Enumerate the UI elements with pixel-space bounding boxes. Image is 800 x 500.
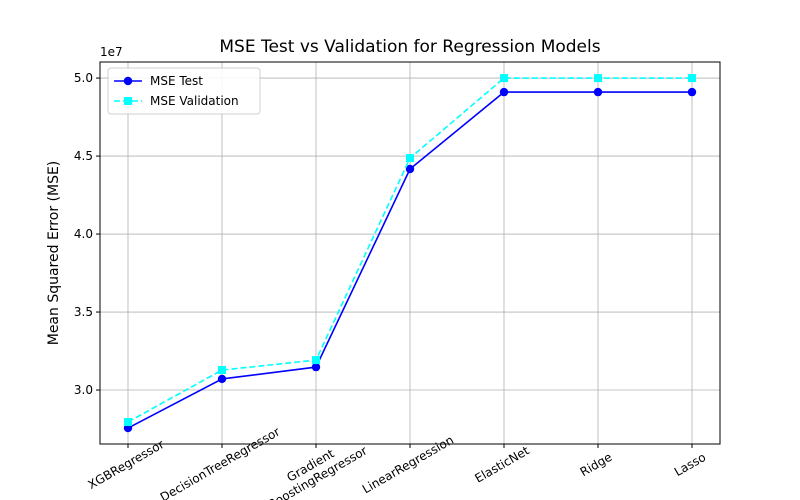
legend-label: MSE Validation bbox=[150, 94, 239, 108]
x-tick-label: LinearRegression bbox=[360, 433, 456, 497]
y-tick-label: 3.5 bbox=[74, 305, 93, 319]
marker bbox=[405, 164, 415, 174]
marker bbox=[687, 87, 697, 97]
y-tick-label: 3.0 bbox=[74, 383, 93, 397]
y-axis-label: Mean Squared Error (MSE) bbox=[46, 161, 62, 346]
y-tick-label: 4.5 bbox=[74, 149, 93, 163]
x-tick-label: Lasso bbox=[672, 450, 708, 479]
marker bbox=[406, 154, 414, 163]
x-tick-label: ElasticNet bbox=[472, 443, 531, 485]
chart-title: MSE Test vs Validation for Regression Mo… bbox=[219, 37, 600, 57]
legend-marker bbox=[123, 76, 133, 86]
x-tick-label: DecisionTreeRegressor bbox=[158, 425, 283, 500]
marker bbox=[218, 366, 226, 375]
marker bbox=[312, 356, 320, 365]
marker bbox=[594, 74, 602, 83]
y-tick-label: 5.0 bbox=[74, 71, 93, 85]
y-tick-label: 4.0 bbox=[74, 227, 93, 241]
grid bbox=[100, 62, 720, 444]
x-tick-label: GradientBoostingRegressor bbox=[258, 431, 369, 500]
marker bbox=[124, 418, 132, 427]
legend-box bbox=[107, 67, 261, 115]
legend-marker bbox=[124, 97, 132, 105]
x-tick-label: Ridge bbox=[578, 450, 615, 479]
marker bbox=[217, 374, 227, 384]
marker bbox=[500, 74, 508, 83]
x-tick-label: XGBRegressor bbox=[86, 437, 167, 492]
legend-label: MSE Test bbox=[150, 74, 203, 88]
marker bbox=[688, 74, 696, 83]
y-offset-label: 1e7 bbox=[100, 45, 123, 59]
marker bbox=[593, 87, 603, 97]
plot-frame bbox=[99, 61, 721, 445]
marker bbox=[499, 87, 509, 97]
marker bbox=[311, 362, 321, 372]
